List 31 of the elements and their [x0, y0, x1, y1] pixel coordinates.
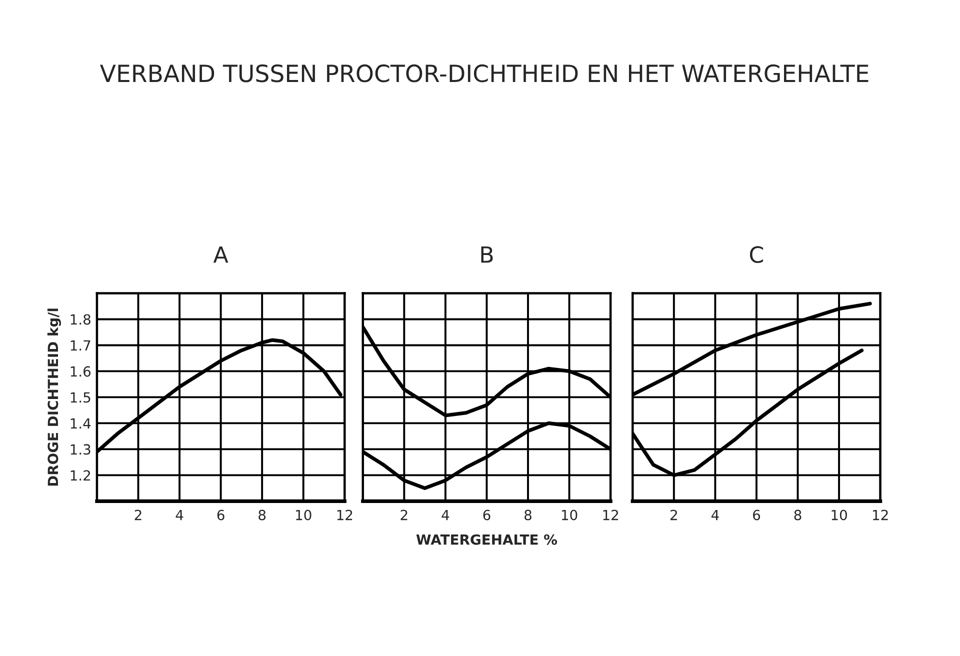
x-tick-label: 6 — [217, 510, 224, 520]
x-tick-label: 12 — [873, 510, 888, 520]
text: VERBAND TUSSEN PROCTOR-DICHTHEID EN HET WATERGEHALTE — [100, 64, 868, 82]
chart-title: C — [750, 246, 764, 263]
x-tick-label: 10 — [562, 510, 578, 520]
x-tick-label: 8 — [524, 510, 532, 520]
x-tick-label: 4 — [176, 510, 184, 520]
chart-title: A — [213, 246, 228, 263]
x-tick-label: 6 — [483, 510, 490, 520]
x-tick-label: 8 — [258, 510, 266, 520]
x-tick-label: 4 — [711, 510, 719, 520]
x-tick-label: 12 — [337, 510, 352, 520]
x-tick-label: 2 — [670, 510, 677, 520]
x-tick-label: 6 — [753, 510, 760, 520]
x-tick-label: 2 — [400, 510, 408, 520]
x-tick-label: 4 — [442, 510, 450, 520]
x-axis-title: WATERGEHALTE % — [416, 534, 558, 545]
y-tick-label: 1.3 — [70, 444, 90, 455]
y-tick-label: 1.6 — [70, 366, 91, 377]
x-tick-label: 10 — [296, 510, 312, 520]
x-tick-label: 2 — [134, 510, 142, 520]
x-tick-label: 10 — [832, 510, 847, 520]
y-tick-label: 1.8 — [70, 314, 90, 325]
y-axis-title: DROGE DICHTHEID kg/l — [47, 308, 61, 486]
y-tick-label: 1.5 — [70, 392, 90, 403]
y-tick-label: 1.7 — [70, 340, 90, 350]
x-tick-label: 12 — [603, 510, 618, 520]
chart-title: B — [481, 246, 493, 263]
x-tick-label: 8 — [794, 510, 802, 520]
y-tick-label: 1.4 — [70, 418, 91, 428]
y-tick-label: 1.2 — [70, 470, 90, 480]
